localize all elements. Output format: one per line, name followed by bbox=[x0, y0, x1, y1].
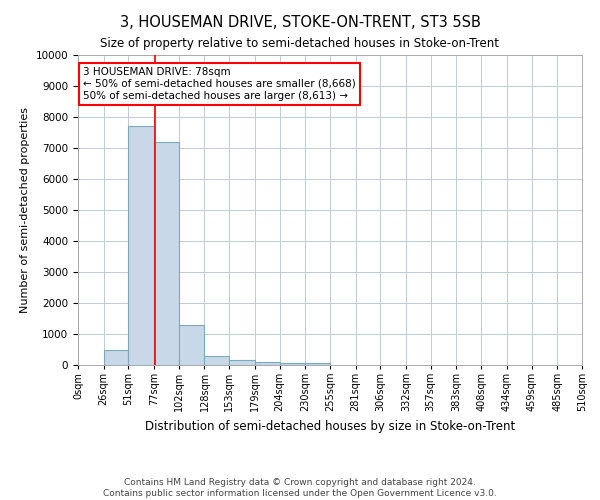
Bar bbox=[255, 362, 280, 365]
Y-axis label: Number of semi-detached properties: Number of semi-detached properties bbox=[20, 107, 30, 313]
Bar bbox=[229, 360, 255, 365]
Text: 3 HOUSEMAN DRIVE: 78sqm
← 50% of semi-detached houses are smaller (8,668)
50% of: 3 HOUSEMAN DRIVE: 78sqm ← 50% of semi-de… bbox=[83, 68, 356, 100]
Text: 3, HOUSEMAN DRIVE, STOKE-ON-TRENT, ST3 5SB: 3, HOUSEMAN DRIVE, STOKE-ON-TRENT, ST3 5… bbox=[119, 15, 481, 30]
Text: Contains HM Land Registry data © Crown copyright and database right 2024.
Contai: Contains HM Land Registry data © Crown c… bbox=[103, 478, 497, 498]
X-axis label: Distribution of semi-detached houses by size in Stoke-on-Trent: Distribution of semi-detached houses by … bbox=[145, 420, 515, 433]
Bar bbox=[179, 324, 205, 365]
Bar bbox=[128, 126, 154, 365]
Bar bbox=[154, 142, 179, 365]
Bar bbox=[305, 364, 330, 365]
Bar bbox=[280, 362, 305, 365]
Bar bbox=[104, 350, 128, 365]
Text: Size of property relative to semi-detached houses in Stoke-on-Trent: Size of property relative to semi-detach… bbox=[101, 38, 499, 51]
Bar bbox=[205, 356, 229, 365]
